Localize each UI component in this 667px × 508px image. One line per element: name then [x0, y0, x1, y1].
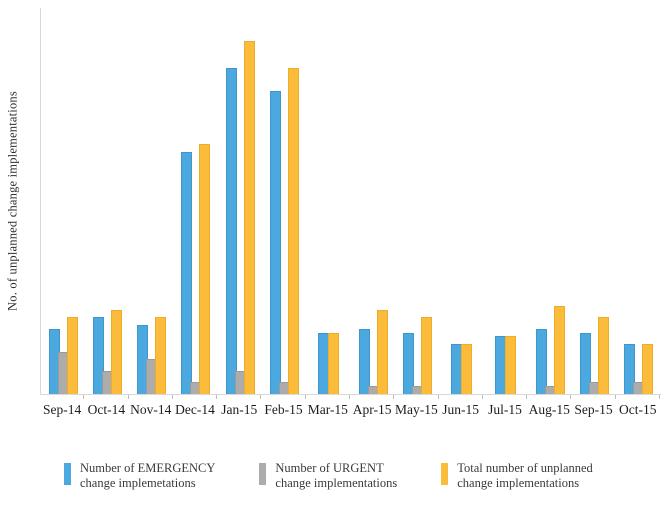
- bar-total-jul-15: [505, 336, 517, 394]
- bar-group-sep-15: [572, 8, 616, 394]
- axis-tick: [261, 395, 306, 399]
- bar-total-oct-14: [110, 309, 122, 394]
- y-axis-label: No. of unplanned change implementations: [5, 91, 20, 311]
- x-axis-label-oct-15: Oct-15: [619, 402, 657, 417]
- bar-total-oct-15: [642, 344, 654, 394]
- x-axis-label-nov-14: Nov-14: [130, 402, 172, 417]
- bar-total-nov-14: [155, 317, 167, 394]
- axis-tick: [306, 395, 350, 399]
- plot-area: [40, 8, 661, 395]
- legend-swatch-urgent: [259, 463, 267, 485]
- legend-item-total: Total number of unplanned change implemen…: [441, 461, 593, 492]
- chart-legend: Number of EMERGENCY change implemetations…: [64, 461, 593, 492]
- bar-group-nov-14: [130, 8, 174, 394]
- bar-group-apr-15: [351, 8, 395, 394]
- bar-total-aug-15: [553, 305, 565, 394]
- bar-group-jun-15: [440, 8, 484, 394]
- bar-emergency-oct-15: [624, 344, 636, 394]
- legend-label-emergency: Number of EMERGENCY change implemetations: [80, 461, 216, 491]
- legend-swatch-emergency: [64, 463, 71, 485]
- axis-tick: [439, 395, 483, 399]
- bar-group-mar-15: [307, 8, 351, 394]
- bar-group-feb-15: [262, 8, 306, 394]
- bar-emergency-aug-15: [535, 328, 547, 394]
- bar-group-dec-14: [174, 8, 218, 394]
- axis-tick: [129, 395, 173, 399]
- x-axis-label-jun-15: Jun-15: [442, 402, 480, 417]
- x-axis-ticks: [40, 395, 660, 399]
- x-axis-label-jan-15: Jan-15: [221, 402, 258, 417]
- x-axis-label-apr-15: Apr-15: [352, 402, 392, 417]
- bar-total-jan-15: [243, 40, 255, 394]
- bar-emergency-oct-14: [92, 317, 104, 394]
- bar-total-sep-14: [66, 317, 78, 394]
- bar-group-jul-15: [484, 8, 528, 394]
- x-axis-label-sep-14: Sep-14: [43, 402, 82, 417]
- bar-group-aug-15: [528, 8, 572, 394]
- axis-tick: [527, 395, 572, 399]
- bar-group-may-15: [395, 8, 439, 394]
- legend-label-urgent: Number of URGENT change implementations: [275, 461, 398, 491]
- legend-label-total: Total number of unplanned change implemen…: [457, 461, 593, 491]
- bar-total-feb-15: [288, 67, 300, 394]
- bar-emergency-nov-14: [137, 324, 149, 394]
- x-axis-label-dec-14: Dec-14: [175, 402, 215, 417]
- bar-group-jan-15: [218, 8, 262, 394]
- bar-emergency-may-15: [402, 332, 414, 394]
- bar-groups: [41, 8, 661, 394]
- bar-group-oct-14: [85, 8, 129, 394]
- bar-total-mar-15: [328, 332, 340, 394]
- bar-total-dec-14: [199, 144, 211, 394]
- x-axis-label-jul-15: Jul-15: [488, 402, 522, 417]
- axis-tick: [350, 395, 395, 399]
- x-axis-label-mar-15: Mar-15: [307, 402, 348, 417]
- bar-emergency-feb-15: [270, 90, 282, 394]
- bar-emergency-jan-15: [225, 67, 237, 394]
- bar-total-apr-15: [376, 309, 388, 394]
- bar-total-jun-15: [461, 344, 473, 394]
- axis-tick: [40, 395, 85, 399]
- x-axis-label-feb-15: Feb-15: [264, 402, 303, 417]
- axis-tick: [616, 395, 660, 399]
- legend-item-urgent: Number of URGENT change implementations: [259, 461, 397, 492]
- legend-swatch-total: [441, 463, 449, 485]
- x-axis-label-oct-14: Oct-14: [87, 402, 126, 417]
- bar-group-oct-15: [617, 8, 661, 394]
- x-axis-labels: Sep-14 Oct-14 Nov-14 Dec-14 Jan-15 Feb-15 Mar-…: [40, 402, 660, 418]
- x-axis-label-may-15: May-15: [395, 402, 438, 417]
- bar-emergency-sep-15: [580, 332, 592, 394]
- axis-tick: [84, 395, 129, 399]
- bar-group-sep-14: [41, 8, 85, 394]
- bar-total-may-15: [420, 317, 432, 394]
- legend-item-emergency: Number of EMERGENCY change implemetations: [64, 461, 215, 492]
- x-axis-label-sep-15: Sep-15: [574, 402, 613, 417]
- axis-tick: [483, 395, 528, 399]
- axis-tick: [217, 395, 262, 399]
- bar-emergency-dec-14: [181, 152, 193, 394]
- axis-tick: [571, 395, 616, 399]
- x-axis-label-aug-15: Aug-15: [528, 402, 570, 417]
- axis-tick: [173, 395, 218, 399]
- bar-total-sep-15: [598, 317, 610, 394]
- bar-emergency-apr-15: [358, 328, 370, 394]
- axis-tick: [394, 395, 439, 399]
